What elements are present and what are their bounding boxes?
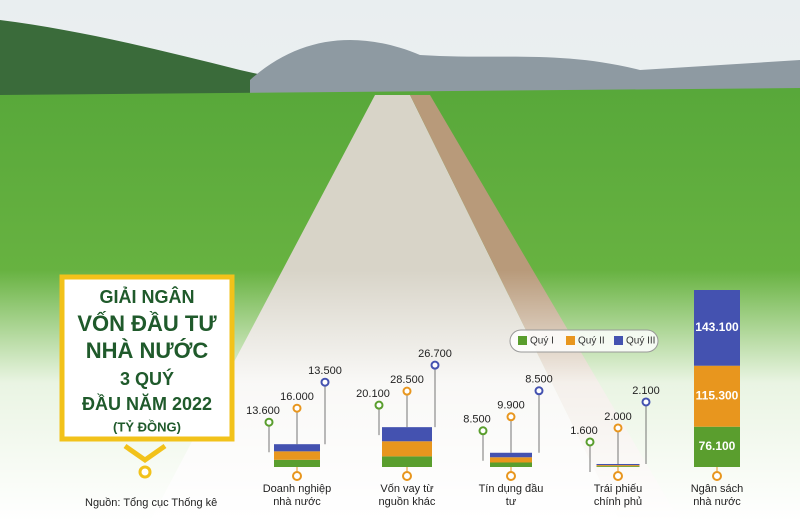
bar-segment xyxy=(490,457,532,463)
title-line: VỐN ĐẦU TƯ xyxy=(77,310,217,336)
mountains xyxy=(250,40,800,95)
title-line: 3 QUÝ xyxy=(120,368,174,389)
value-label: 2.000 xyxy=(604,411,632,423)
title-line: ĐẦU NĂM 2022 xyxy=(82,393,212,414)
bar-segment xyxy=(490,462,532,467)
bar-segment xyxy=(382,456,432,467)
bar-segment xyxy=(596,465,640,467)
leader-dot xyxy=(402,386,412,396)
leader-dot xyxy=(292,403,302,413)
value-label: 13.600 xyxy=(246,405,280,417)
leader-dot xyxy=(506,412,516,422)
value-label: 115.300 xyxy=(696,388,739,402)
title-pointer xyxy=(123,443,167,464)
bar-segment xyxy=(382,441,432,457)
legend-items: Quý I Quý II Quý III xyxy=(518,336,655,347)
category-label-box: Ngân sách nhà nước xyxy=(690,483,744,508)
title-box xyxy=(59,274,235,442)
legend-label: Quý I xyxy=(530,336,554,347)
category-label: Doanh nghiệp nhà nước xyxy=(262,483,332,508)
bar-segment xyxy=(274,451,320,460)
category-label-box: Doanh nghiệp nhà nước xyxy=(262,483,332,508)
bar-segment xyxy=(596,466,640,467)
value-label: 9.900 xyxy=(497,400,525,412)
value-label: 8.500 xyxy=(525,374,553,386)
legend-label: Quý III xyxy=(626,336,655,347)
leader-dot xyxy=(374,400,384,410)
category-label: Tín dụng đầu tư xyxy=(478,483,544,508)
category-label: Trái phiếu chính phủ xyxy=(593,483,643,508)
hill-left xyxy=(0,20,330,110)
leader-dot xyxy=(641,397,651,407)
value-label: 28.500 xyxy=(390,374,424,386)
value-label: 20.100 xyxy=(356,388,390,400)
category-label-box: Vốn vay từ nguồn khác xyxy=(378,483,436,508)
value-label: 8.500 xyxy=(463,414,491,426)
value-label: 1.600 xyxy=(570,425,598,437)
category-dot xyxy=(506,471,516,481)
bar-segment xyxy=(274,459,320,467)
bar-segment xyxy=(382,427,432,442)
legend xyxy=(509,329,659,353)
title-line: GIẢI NGÂN xyxy=(99,286,194,307)
source: Nguồn: Tổng cục Thống kê xyxy=(85,497,217,509)
leader-dot xyxy=(585,437,595,447)
category-dot xyxy=(292,471,302,481)
leader-dot xyxy=(264,417,274,427)
value-label: 2.100 xyxy=(632,385,660,397)
category-dot xyxy=(613,471,623,481)
category-label: Ngân sách nhà nước xyxy=(690,483,744,508)
legend-swatch xyxy=(518,336,527,345)
title-line: NHÀ NƯỚC xyxy=(86,338,209,363)
legend-label: Quý II xyxy=(578,336,605,347)
leader-dot xyxy=(430,360,440,370)
value-label: 143.100 xyxy=(695,320,739,334)
bar-segment xyxy=(694,426,740,467)
legend-swatch xyxy=(566,336,575,345)
leader-dot xyxy=(478,426,488,436)
category-dot xyxy=(402,471,412,481)
title-dot xyxy=(138,465,152,479)
category-label-box: Trái phiếu chính phủ xyxy=(593,483,643,508)
bar-segment xyxy=(490,452,532,458)
value-label: 13.500 xyxy=(308,365,342,377)
title-line: (TỶ ĐỒNG) xyxy=(113,419,181,434)
leader-dot xyxy=(320,377,330,387)
leader-dot xyxy=(613,423,623,433)
value-label: 16.000 xyxy=(280,391,314,403)
category-dot xyxy=(712,471,722,481)
value-label: 26.700 xyxy=(418,348,452,360)
leader-dot xyxy=(534,386,544,396)
legend-swatch xyxy=(614,336,623,345)
category-label-box: Tín dụng đầu tư xyxy=(478,483,544,508)
value-label: 76.100 xyxy=(699,439,736,453)
bar-segment xyxy=(596,463,640,466)
bar-segment xyxy=(694,290,740,366)
bar-segment xyxy=(274,444,320,452)
bar-segment xyxy=(694,365,740,427)
category-label: Vốn vay từ nguồn khác xyxy=(378,483,436,508)
